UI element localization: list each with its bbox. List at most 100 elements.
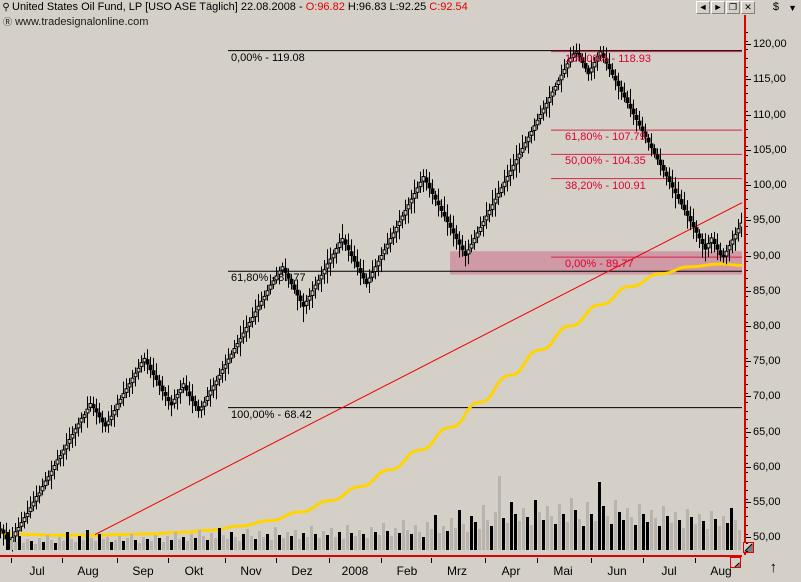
price-minor-tick [746,225,748,227]
forward-button[interactable]: ► [711,1,725,14]
price-minor-tick [746,507,748,509]
date-axis-resize-handle[interactable] [730,557,741,568]
quote-low: L:92.25 [389,1,427,13]
price-minor-tick [746,243,748,245]
price-minor-tick [746,84,748,86]
price-minor-tick [746,489,748,491]
price-minor-tick [746,472,748,474]
price-minor-tick [746,384,748,386]
date-tick [11,558,12,563]
date-tick-label: Mrz [447,564,467,578]
quote-high: H:96.83 [347,1,387,13]
date-tick-label: Aug [77,564,99,578]
chevron-down-icon[interactable]: ▼ [788,3,797,13]
date-axis[interactable]: Jul Aug Sep Okt Nov Dez 2008 Feb Mrz Apr Mai Jun Jul… [0,555,742,582]
price-tick [746,325,751,327]
window-title: United States Oil Fund, LP [USO ASE Tägl… [12,1,306,13]
price-minor-tick [746,287,748,289]
price-minor-tick [746,172,748,174]
price-minor-tick [746,304,748,306]
price-tick [746,502,751,504]
price-minor-tick [746,401,748,403]
price-tick-label: 75,00 [753,355,781,368]
date-tick-label: Jul [29,564,45,578]
price-minor-tick [746,313,748,315]
price-tick [746,431,751,433]
restore-button[interactable]: ❐ [726,1,740,14]
scroll-up-arrow-icon[interactable]: ↑ [769,559,778,576]
price-axis-line [744,15,746,555]
price-minor-tick [746,163,748,165]
uptrend-line [94,202,742,536]
price-minor-tick [746,542,748,544]
price-minor-tick [746,216,748,218]
date-tick [225,558,226,563]
price-tick-label: 55,00 [753,496,781,509]
price-minor-tick [746,454,748,456]
copyright-icon: Ⓡ [3,17,13,27]
date-axis-line [0,555,742,557]
price-minor-tick [746,234,748,236]
price-minor-tick [746,278,748,280]
price-minor-tick [746,463,748,465]
price-tick [746,185,751,187]
chart-canvas [0,43,742,552]
date-tick-label: 2008 [341,564,369,578]
price-minor-tick [746,102,748,104]
close-button[interactable]: ✕ [741,1,755,14]
price-tick-label: 70,00 [753,390,781,403]
fib-level-618-label: 61,80% - 87.77 [231,272,306,285]
date-tick [117,558,118,563]
price-tick [746,255,751,257]
quote-close: C:92.54 [429,1,468,13]
date-tick-label: Okt [184,564,204,578]
price-minor-tick [746,392,748,394]
fib2-level-100-label: 100,00% - 118.93 [565,52,652,65]
price-axis[interactable]: 120,00 115,00 110,00 105,00 100,00 95,00 90,00… [742,15,801,555]
price-tick-label: 90,00 [753,249,781,262]
date-tick-label: Apr [501,564,521,578]
date-tick-label: Sep [132,564,154,578]
price-minor-tick [746,533,748,535]
price-minor-tick [746,525,748,527]
price-minor-tick [746,322,748,324]
date-tick [329,558,330,563]
price-tick [746,79,751,81]
back-button[interactable]: ◄ [696,1,710,14]
price-minor-tick [746,155,748,157]
date-tick [381,558,382,563]
price-tick [746,290,751,292]
price-axis-resize-handle[interactable] [743,542,754,553]
price-tick-label: 65,00 [753,425,781,438]
price-tick [746,537,751,539]
volume-series [6,476,741,550]
watermark-text: www.tradesignalonline.com [15,16,149,28]
chart-plot-area[interactable] [0,30,742,555]
date-tick-label: Jul [661,564,677,578]
date-tick [431,558,432,563]
price-minor-tick [746,137,748,139]
price-minor-tick [746,410,748,412]
price-minor-tick [746,419,748,421]
price-tick-label: 50,00 [753,531,781,544]
price-minor-tick [746,348,748,350]
date-tick [485,558,486,563]
price-tick-label: 105,00 [753,143,787,156]
currency-label: $ [772,1,779,13]
quote-open: O:96.82 [305,1,345,13]
price-tick-label: 85,00 [753,284,781,297]
price-tick [746,466,751,468]
price-tick [746,220,751,222]
price-minor-tick [746,375,748,377]
price-minor-tick [746,436,748,438]
price-minor-tick [746,251,748,253]
price-minor-tick [746,481,748,482]
fib2-level-618-label: 61,80% - 107.79 [565,131,646,144]
price-minor-tick [746,331,748,333]
price-tick [746,44,751,46]
price-minor-tick [746,445,748,447]
date-tick [643,558,644,563]
price-tick-label: 95,00 [753,214,781,227]
price-minor-tick [746,146,748,148]
